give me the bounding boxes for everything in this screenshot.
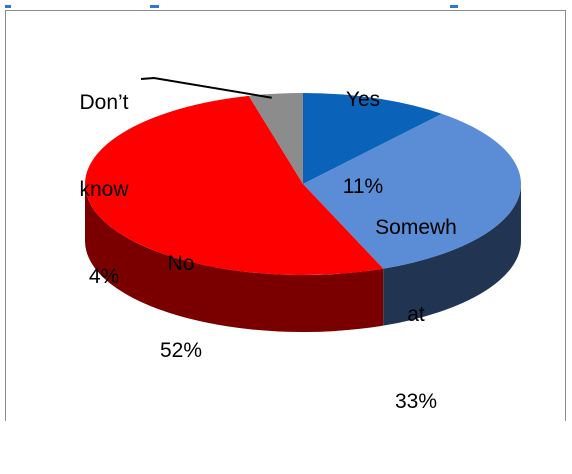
label-yes: Yes 11% [318,27,408,259]
label-dont-know-name-2: know [79,178,129,201]
slice-side-somewhat [383,184,521,326]
slice-top-no [85,95,384,275]
label-dont-know: Don’t know 4% [64,30,144,349]
leader-line-dont-know [140,76,272,99]
chart-area: Yes 11% Somewh at 33% No 52% Don’t know … [5,10,566,421]
label-somewhat: Somewh at 33% [361,155,471,474]
slice-top-yes [303,93,442,184]
label-no-name: No [167,252,195,275]
clipped-title-glyphs [5,5,458,8]
label-no-value: 52% [159,339,203,362]
slice-side-no [85,184,384,332]
label-dont-know-value: 4% [88,265,120,288]
label-somewhat-name-2: at [407,303,425,326]
slice-top-somewhat [303,113,521,269]
pie-chart [85,76,521,332]
label-yes-name: Yes [345,88,381,111]
slice-top-dont-know [248,93,303,184]
label-somewhat-value: 33% [394,390,438,413]
label-dont-know-name-1: Don’t [79,91,129,114]
clipped-title-strip [0,0,572,8]
label-yes-value: 11% [342,175,384,198]
label-somewhat-name-1: Somewh [375,216,457,239]
label-no: No 52% [136,191,226,423]
